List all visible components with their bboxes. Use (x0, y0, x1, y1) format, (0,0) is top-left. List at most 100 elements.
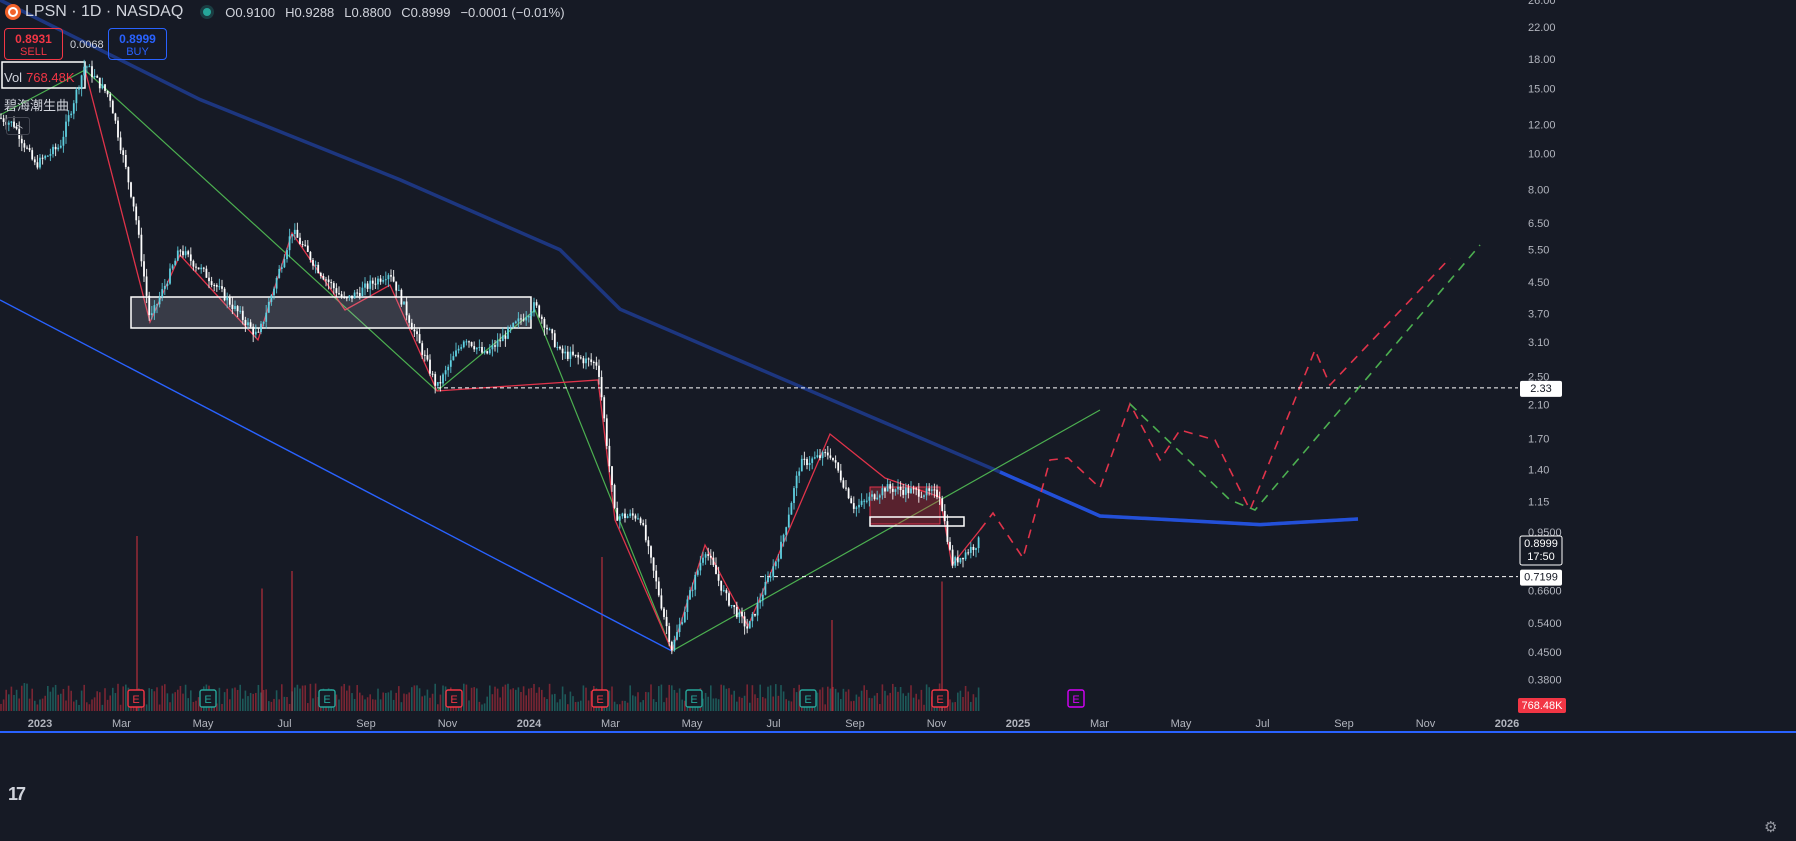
time-tick-label: Nov (438, 718, 458, 730)
candle-body (678, 624, 681, 633)
candle-body (930, 489, 933, 491)
volume-bar (395, 692, 397, 711)
volume-bar (959, 690, 962, 711)
buy-button[interactable]: 0.8999 BUY (108, 28, 167, 60)
candle-body (158, 297, 161, 305)
candle-body (101, 84, 104, 89)
candle-body (806, 459, 808, 466)
volume-bar (416, 685, 418, 711)
indicator-legend[interactable]: 碧海潮生曲 (4, 98, 70, 113)
candle-body (31, 150, 34, 160)
candle-body (499, 340, 502, 342)
earnings-marker[interactable]: E (685, 689, 703, 708)
volume-bar (795, 692, 798, 711)
volume-bar (834, 688, 837, 711)
symbol-title[interactable]: LPSN · 1D · NASDAQ (25, 3, 184, 20)
candle-body (891, 488, 894, 492)
candle-body (928, 488, 931, 491)
earnings-marker[interactable]: E (127, 689, 145, 708)
volume-bar (187, 698, 189, 711)
candle-body (252, 326, 255, 335)
earnings-marker[interactable]: E (318, 689, 336, 708)
drawings (0, 61, 1481, 653)
candle-body (117, 120, 119, 138)
candle-body (793, 488, 795, 503)
volume-bar (543, 697, 546, 711)
sell-button[interactable]: 0.8931 SELL (4, 28, 63, 60)
candle-body (696, 570, 699, 575)
earnings-marker-box (199, 689, 217, 708)
volume-bar (845, 691, 847, 711)
market-status-icon (203, 8, 212, 16)
volume-bar (538, 687, 540, 711)
earnings-marker[interactable]: E (445, 689, 463, 708)
candle-body (319, 272, 322, 277)
volume-bar (338, 699, 340, 711)
volume-bar (13, 694, 15, 711)
candle-body (800, 458, 803, 472)
volume-bar (759, 684, 761, 711)
candle-body (348, 295, 351, 298)
volume-bar (161, 685, 163, 711)
volume-bar (535, 692, 538, 711)
earnings-marker[interactable]: E (591, 689, 609, 708)
price-tick-label: 0.5400 (1528, 618, 1562, 630)
volume-bar (156, 687, 158, 711)
volume-legend[interactable]: Vol 768.48K (4, 70, 75, 85)
sell-label: SELL (20, 46, 47, 58)
volume-bar (278, 699, 280, 711)
candle-body (959, 557, 962, 563)
volume-bar (522, 686, 525, 711)
volume-bar (221, 703, 223, 711)
volume-bar (775, 684, 777, 711)
volume-bar (580, 700, 582, 711)
earnings-marker[interactable]: E (799, 689, 817, 708)
tradingview-logo-icon[interactable]: 17 (8, 784, 26, 804)
volume-spike (831, 620, 833, 711)
volume-bar (361, 695, 364, 711)
candle-body (884, 488, 886, 492)
volume-bar (556, 702, 559, 711)
collapse-chevron-up-icon[interactable]: ︿ (6, 117, 30, 135)
volume-bar (738, 696, 741, 711)
price-axis-background (1518, 0, 1796, 841)
time-tick-label: 2023 (28, 718, 52, 730)
candle-body (470, 342, 473, 347)
candle-body (863, 500, 866, 502)
level-upper-label-box (1520, 380, 1562, 397)
earnings-marker[interactable]: E (931, 689, 949, 708)
candle-body (738, 611, 741, 618)
volume-bar (970, 701, 972, 711)
candle-body (897, 486, 899, 490)
volume-bar (356, 685, 358, 711)
volume-bar (767, 686, 769, 711)
volume-bar (301, 685, 304, 711)
candle-body (374, 283, 377, 285)
candle-body (715, 565, 717, 575)
candle-body (647, 540, 650, 547)
volume-bar (626, 702, 629, 711)
candle-body (637, 518, 639, 520)
last-price-label-box (1519, 535, 1563, 566)
candle-body (865, 500, 868, 502)
candle-body (566, 351, 569, 359)
volume-bar (114, 693, 117, 711)
gear-icon[interactable]: ⚙ (1764, 819, 1778, 836)
candle-body (161, 289, 164, 298)
candle-body (44, 155, 47, 159)
volume-bar (964, 685, 967, 711)
volume-bar (307, 703, 309, 711)
symbol-logo-icon (5, 4, 21, 20)
volume-bar (80, 690, 83, 711)
earnings-marker-label: E (1072, 694, 1079, 706)
candle-body (23, 143, 26, 148)
earnings-marker[interactable]: E (1067, 689, 1085, 708)
time-tick-label: Jul (277, 718, 291, 730)
earnings-marker[interactable]: E (199, 689, 217, 708)
volume-spike (941, 581, 943, 711)
volume-bar (44, 695, 46, 711)
candle-body (681, 622, 684, 625)
volume-bar (647, 692, 650, 711)
volume-bar (36, 704, 39, 711)
